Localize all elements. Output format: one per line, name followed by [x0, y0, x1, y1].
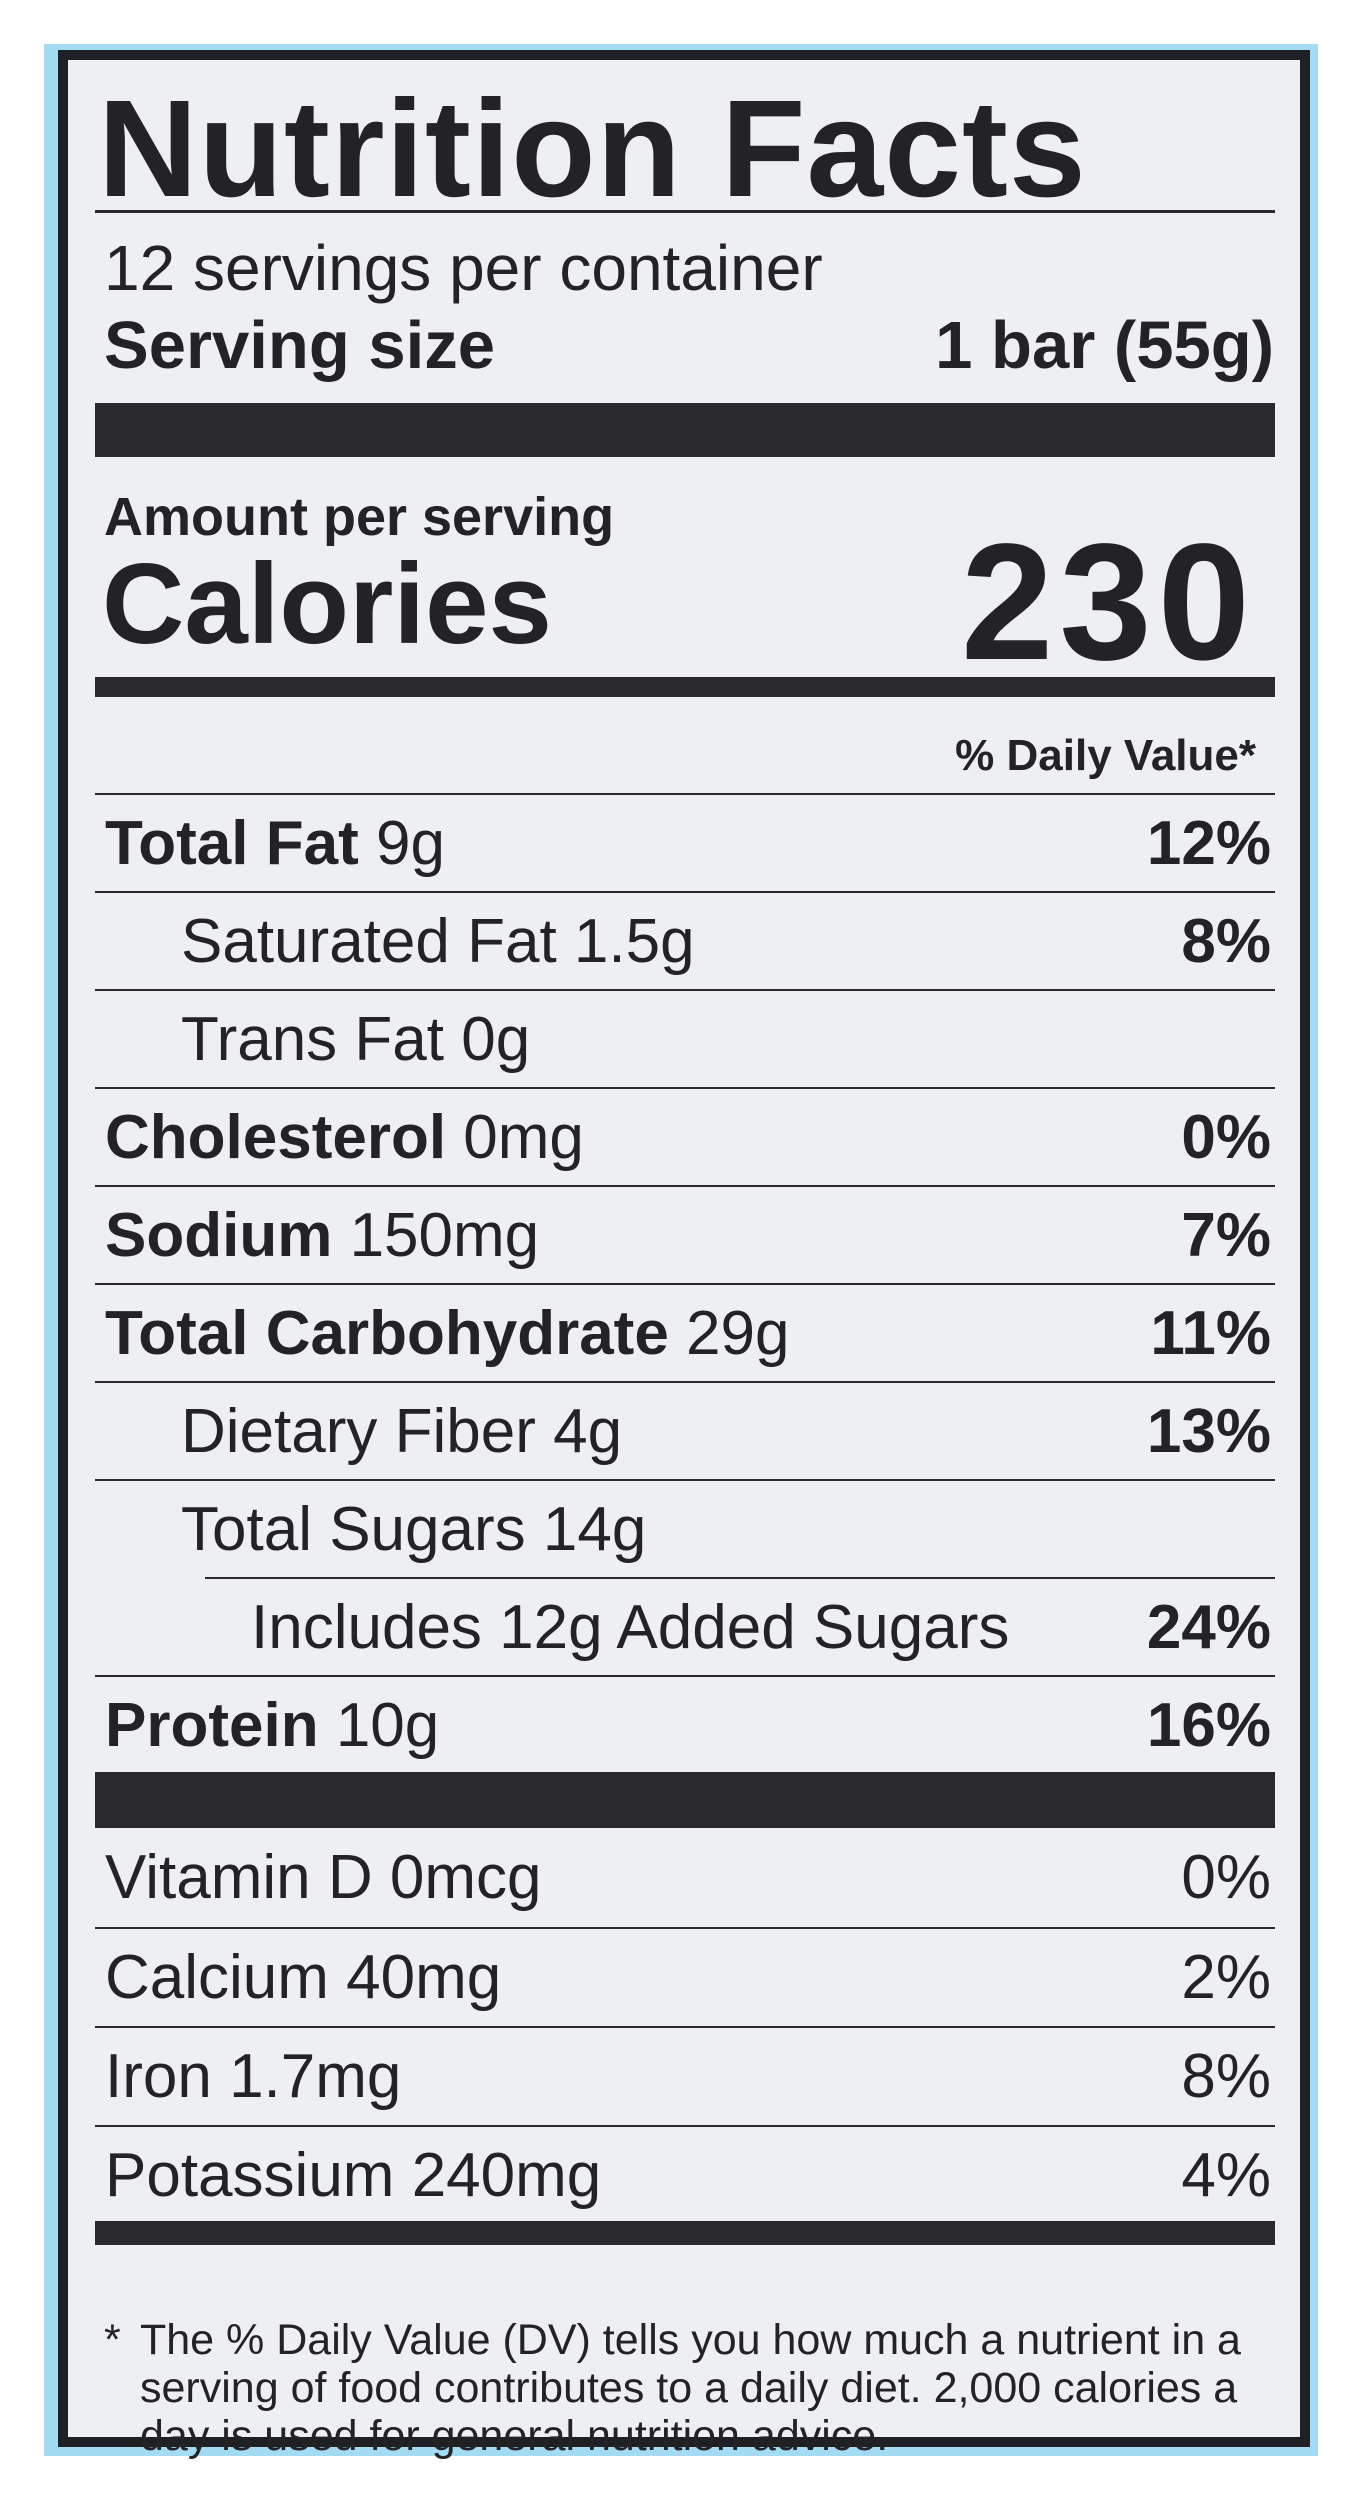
nutrient-name: Protein	[105, 1690, 319, 1760]
nutrient-amount: 9g	[375, 808, 445, 878]
nutrient-label: Total Carbohydrate 29g	[105, 1298, 790, 1369]
calories-value: 230	[961, 510, 1256, 695]
vitamin-amount: 240mg	[411, 2140, 602, 2210]
nutrient-amount: 0g	[461, 1004, 531, 1074]
vitamin-daily-value: 8%	[1181, 2041, 1271, 2111]
nutrient-label: Sodium 150mg	[105, 1200, 539, 1271]
vitamin-row: Potassium 240mg 4%	[95, 2125, 1275, 2223]
nutrient-amount: 14g	[542, 1494, 647, 1564]
label-title: Nutrition Facts	[98, 72, 1087, 226]
nutrient-row: Total Carbohydrate 29g 11%	[95, 1283, 1275, 1381]
nutrient-daily-value: 11%	[1150, 1298, 1271, 1368]
nutrient-row: Total Sugars 14g	[95, 1479, 1275, 1577]
nutrient-name: Dietary Fiber	[181, 1396, 536, 1466]
vitamin-label: Potassium 240mg	[105, 2140, 601, 2211]
serving-size: Serving size 1 bar (55g)	[104, 312, 1274, 379]
vitamin-name: Calcium	[105, 1942, 329, 2012]
nutrient-name: Total Sugars	[181, 1494, 526, 1564]
nutrient-label: Saturated Fat 1.5g	[181, 906, 695, 977]
nutrient-row: Cholesterol 0mg 0%	[95, 1087, 1275, 1185]
nutrient-label: Total Sugars 14g	[181, 1494, 646, 1565]
vitamin-row: Vitamin D 0mcg 0%	[95, 1828, 1275, 1926]
divider	[95, 210, 1275, 213]
nutrient-name: Saturated Fat	[181, 906, 557, 976]
vitamin-row: Iron 1.7mg 8%	[95, 2026, 1275, 2124]
nutrition-facts-panel: Nutrition Facts 12 servings per containe…	[58, 50, 1310, 2460]
vitamin-amount: 1.7mg	[229, 2041, 402, 2111]
nutrient-label: Total Fat 9g	[105, 808, 445, 879]
vitamin-label: Vitamin D 0mcg	[105, 1842, 541, 1913]
vitamin-daily-value: 4%	[1181, 2140, 1271, 2210]
serving-size-value: 1 bar (55g)	[935, 308, 1274, 383]
nutrient-amount: 10g	[335, 1690, 440, 1760]
nutrient-label: Protein 10g	[105, 1690, 439, 1761]
footnote-text: The % Daily Value (DV) tells you how muc…	[140, 2316, 1241, 2460]
nutrient-daily-value: 0%	[1181, 1102, 1271, 1172]
nutrient-row: Trans Fat 0g	[95, 989, 1275, 1087]
thick-divider	[95, 403, 1275, 457]
vitamin-name: Iron	[105, 2041, 212, 2111]
nutrient-label: Trans Fat 0g	[181, 1004, 530, 1075]
serving-size-label: Serving size	[104, 308, 496, 383]
nutrient-label: Cholesterol 0mg	[105, 1102, 584, 1173]
nutrient-daily-value: 12%	[1146, 808, 1271, 878]
vitamin-name: Potassium	[105, 2140, 395, 2210]
nutrient-amount: 0mg	[463, 1102, 584, 1172]
nutrient-row: Includes 12g Added Sugars 24%	[205, 1577, 1275, 1675]
vitamin-label: Iron 1.7mg	[105, 2041, 401, 2112]
nutrient-daily-value: 8%	[1181, 906, 1271, 976]
amount-per-serving: Amount per serving	[104, 487, 615, 547]
medium-divider	[95, 2221, 1275, 2245]
nutrient-row: Protein 10g 16%	[95, 1675, 1275, 1773]
nutrient-row: Total Fat 9g 12%	[95, 793, 1275, 891]
nutrient-name: Trans Fat	[181, 1004, 444, 1074]
nutrient-amount: 29g	[686, 1298, 790, 1368]
nutrient-daily-value: 24%	[1146, 1592, 1271, 1662]
calories-label: Calories	[102, 541, 552, 668]
nutrient-amount: 150mg	[349, 1200, 540, 1270]
vitamin-amount: 0mcg	[389, 1842, 542, 1912]
nutrient-row: Dietary Fiber 4g 13%	[95, 1381, 1275, 1479]
footnote-marker: *	[104, 2316, 121, 2364]
nutrient-name: Includes 12g Added Sugars	[251, 1592, 1010, 1662]
vitamin-name: Vitamin D	[105, 1842, 373, 1912]
footnote: * The % Daily Value (DV) tells you how m…	[104, 2316, 1284, 2460]
nutrient-daily-value: 16%	[1146, 1690, 1271, 1760]
vitamin-daily-value: 2%	[1181, 1942, 1271, 2012]
nutrient-name: Total Fat	[105, 808, 359, 878]
vitamin-row: Calcium 40mg 2%	[95, 1927, 1275, 2025]
vitamin-daily-value: 0%	[1181, 1842, 1271, 1912]
thick-divider	[95, 1772, 1275, 1828]
medium-divider	[95, 677, 1275, 697]
servings-per-container: 12 servings per container	[104, 232, 823, 304]
nutrient-daily-value: 7%	[1181, 1200, 1271, 1270]
nutrient-amount: 1.5g	[573, 906, 695, 976]
nutrient-label: Includes 12g Added Sugars	[251, 1592, 1009, 1663]
vitamin-amount: 40mg	[346, 1942, 502, 2012]
nutrient-label: Dietary Fiber 4g	[181, 1396, 622, 1467]
nutrient-amount: 4g	[553, 1396, 623, 1466]
nutrient-name: Sodium	[105, 1200, 333, 1270]
nutrient-row: Sodium 150mg 7%	[95, 1185, 1275, 1283]
nutrient-daily-value: 13%	[1146, 1396, 1271, 1466]
nutrient-name: Cholesterol	[105, 1102, 447, 1172]
daily-value-header: % Daily Value*	[955, 731, 1256, 780]
nutrient-name: Total Carbohydrate	[105, 1298, 669, 1368]
nutrient-row: Saturated Fat 1.5g 8%	[95, 891, 1275, 989]
vitamin-label: Calcium 40mg	[105, 1942, 501, 2013]
